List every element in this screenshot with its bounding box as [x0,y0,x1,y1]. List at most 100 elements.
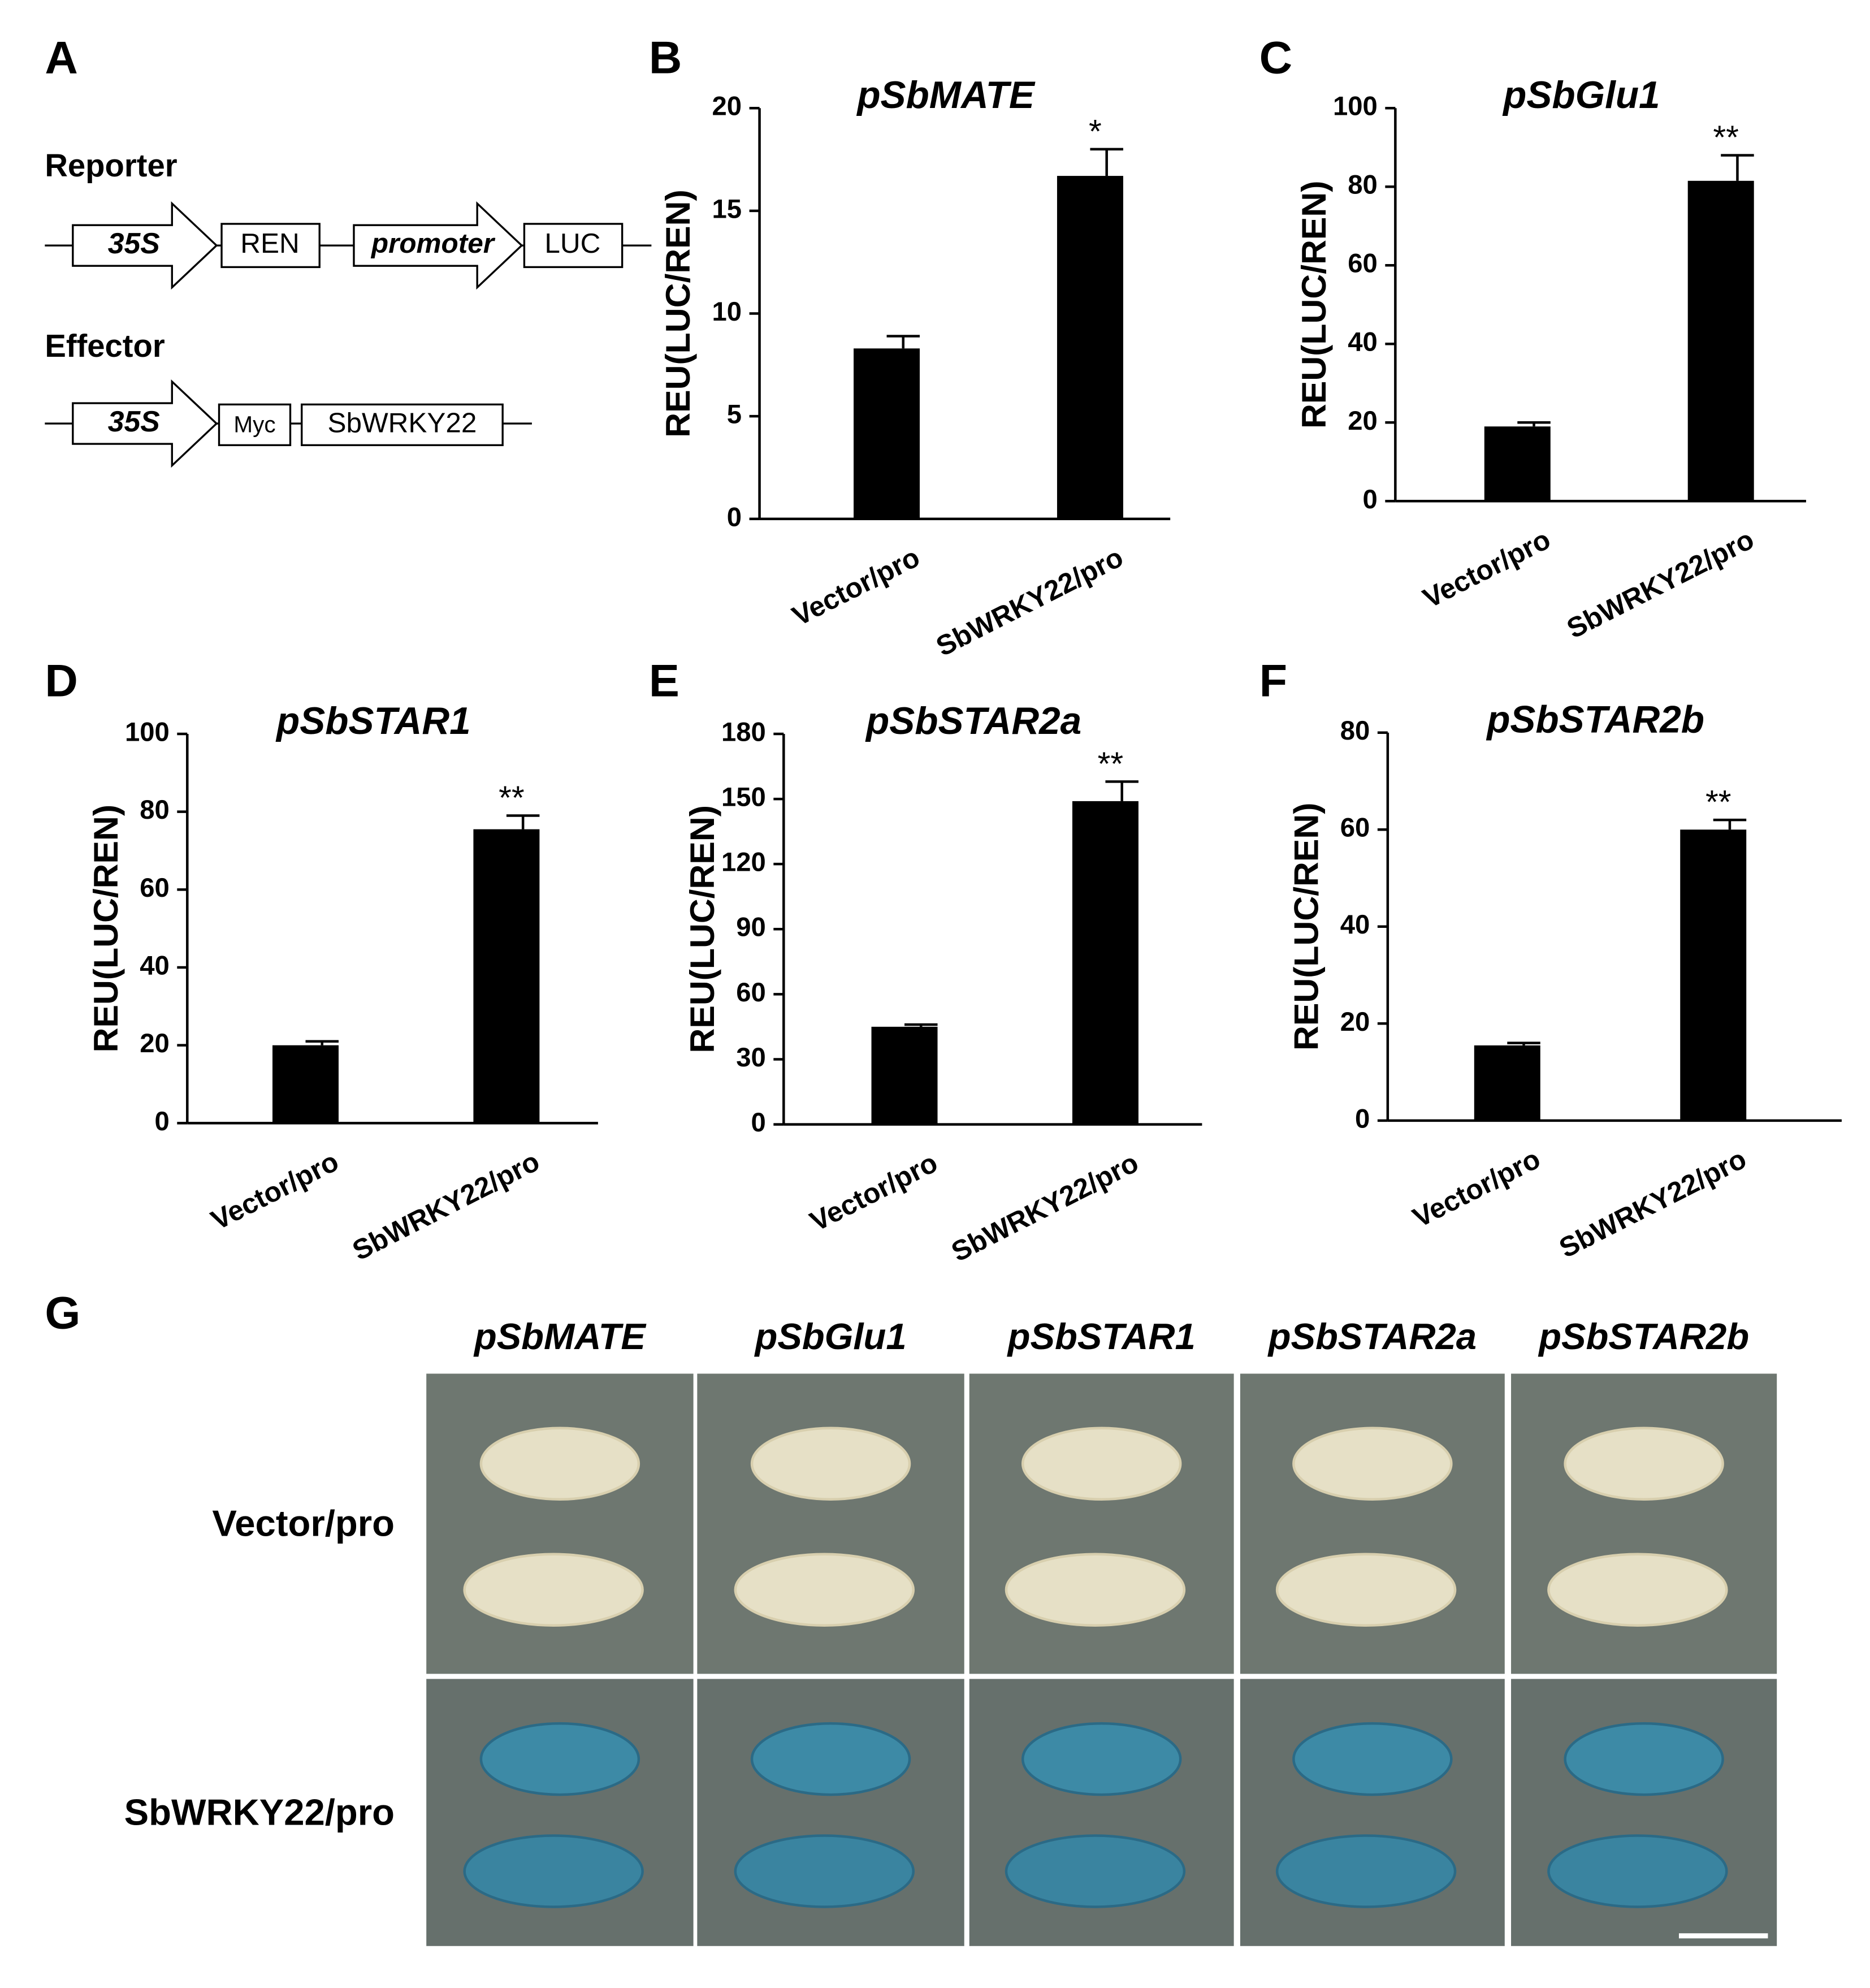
chart-title: pSbSTAR2b [1486,699,1704,741]
x-tick-label: Vector/pro [206,1146,344,1236]
x-tick-label: Vector/pro [1418,524,1555,614]
part-label: 35S [108,405,160,438]
bar [272,1045,339,1123]
effector-label: Effector [45,328,165,364]
chart-title: pSbSTAR2a [865,700,1081,742]
y-tick-label: 100 [125,717,170,747]
bar [1680,829,1747,1121]
chart-title: pSbSTAR1 [275,700,471,742]
x-tick-label: Vector/pro [787,542,925,632]
x-tick-label: SbWRKY22/pro [1562,524,1759,645]
y-tick-label: 10 [712,297,742,327]
y-tick-label: 0 [727,502,742,532]
significance-label: ** [1098,746,1124,783]
bar [1484,426,1551,502]
part-label: 35S [108,227,160,260]
y-tick-label: 0 [751,1108,766,1138]
gene-box [301,403,504,447]
stained-tissue [463,1834,644,1908]
promoter-arrow [353,201,523,290]
panel-label: D [45,656,77,707]
y-tick-label: 80 [140,795,170,825]
y-tick-label: 40 [140,950,170,980]
y-tick-label: 80 [1348,170,1378,200]
bar [854,348,920,519]
y-tick-label: 20 [140,1028,170,1058]
y-axis-label: REU(LUC/REN) [86,805,125,1052]
x-tick-label: SbWRKY22/pro [946,1147,1143,1268]
y-axis-label: REU(LUC/REN) [683,805,721,1053]
photo-cell [426,1373,694,1674]
panel-label: C [1259,32,1292,83]
photo-cell [1511,1373,1777,1674]
row-label: SbWRKY22/pro [124,1791,395,1833]
y-tick-label: 60 [1348,249,1378,279]
y-tick-label: 60 [736,978,766,1008]
panel-label: B [649,32,682,83]
y-tick-label: 150 [721,783,766,813]
stained-tissue [1564,1722,1724,1796]
photo-cell [969,1373,1234,1674]
column-label: pSbSTAR2a [1267,1316,1477,1357]
chart-title: pSbMATE [856,74,1036,116]
row-label: Vector/pro [212,1503,395,1544]
unstained-tissue [1275,1553,1457,1627]
y-tick-label: 0 [155,1107,170,1136]
y-tick-label: 180 [721,717,766,747]
y-tick-label: 0 [1355,1104,1370,1134]
stained-tissue [479,1722,640,1796]
y-tick-label: 20 [1348,406,1378,436]
gene-box [220,223,321,269]
stained-tissue [1275,1834,1457,1908]
part-label: REN [240,228,299,259]
significance-label: ** [1713,119,1739,156]
promoter-arrow [72,201,218,290]
unstained-tissue [1564,1427,1724,1501]
column-label: pSbSTAR2b [1538,1316,1749,1357]
x-tick-label: SbWRKY22/pro [348,1146,544,1267]
part-label: Myc [233,411,275,437]
y-tick-label: 40 [1340,910,1370,940]
unstained-tissue [463,1553,644,1627]
construct-diagram: Reporter 35S REN promoter LUC Effector 3… [45,148,652,468]
gene-box [218,403,292,447]
stained-tissue [1547,1834,1728,1908]
bar [1474,1045,1540,1121]
y-tick-label: 90 [736,913,766,943]
unstained-tissue [1005,1553,1186,1627]
part-label: SbWRKY22 [327,407,477,438]
y-tick-label: 60 [1340,813,1370,843]
unstained-tissue [1021,1427,1182,1501]
significance-label: ** [1705,784,1732,821]
y-tick-label: 30 [736,1043,766,1073]
significance-label: * [1089,113,1102,150]
bar [871,1026,938,1125]
y-axis-label: REU(LUC/REN) [1287,803,1325,1051]
photo-cell [1240,1373,1505,1674]
stained-tissue [1021,1722,1182,1796]
panel-label: F [1259,656,1287,707]
stained-tissue [734,1834,915,1908]
part-label: promoter [370,228,496,259]
gene-box [523,223,624,269]
y-axis-label: REU(LUC/REN) [1295,181,1333,429]
significance-label: ** [499,780,525,816]
x-tick-label: SbWRKY22/pro [931,542,1128,663]
bar [1072,801,1139,1125]
column-label: pSbGlu1 [754,1316,906,1357]
bar [473,829,540,1123]
y-axis-label: REU(LUC/REN) [659,189,697,438]
y-tick-label: 80 [1340,716,1370,746]
unstained-tissue [734,1553,915,1627]
unstained-tissue [1547,1553,1728,1627]
y-tick-label: 40 [1348,327,1378,357]
y-tick-label: 20 [712,92,742,122]
x-tick-label: Vector/pro [805,1147,942,1238]
y-tick-label: 100 [1333,92,1378,122]
part-label: LUC [544,228,600,259]
stained-tissue [1005,1834,1186,1908]
unstained-tissue [1292,1427,1453,1501]
y-tick-label: 20 [1340,1007,1370,1037]
y-tick-label: 5 [727,400,742,430]
